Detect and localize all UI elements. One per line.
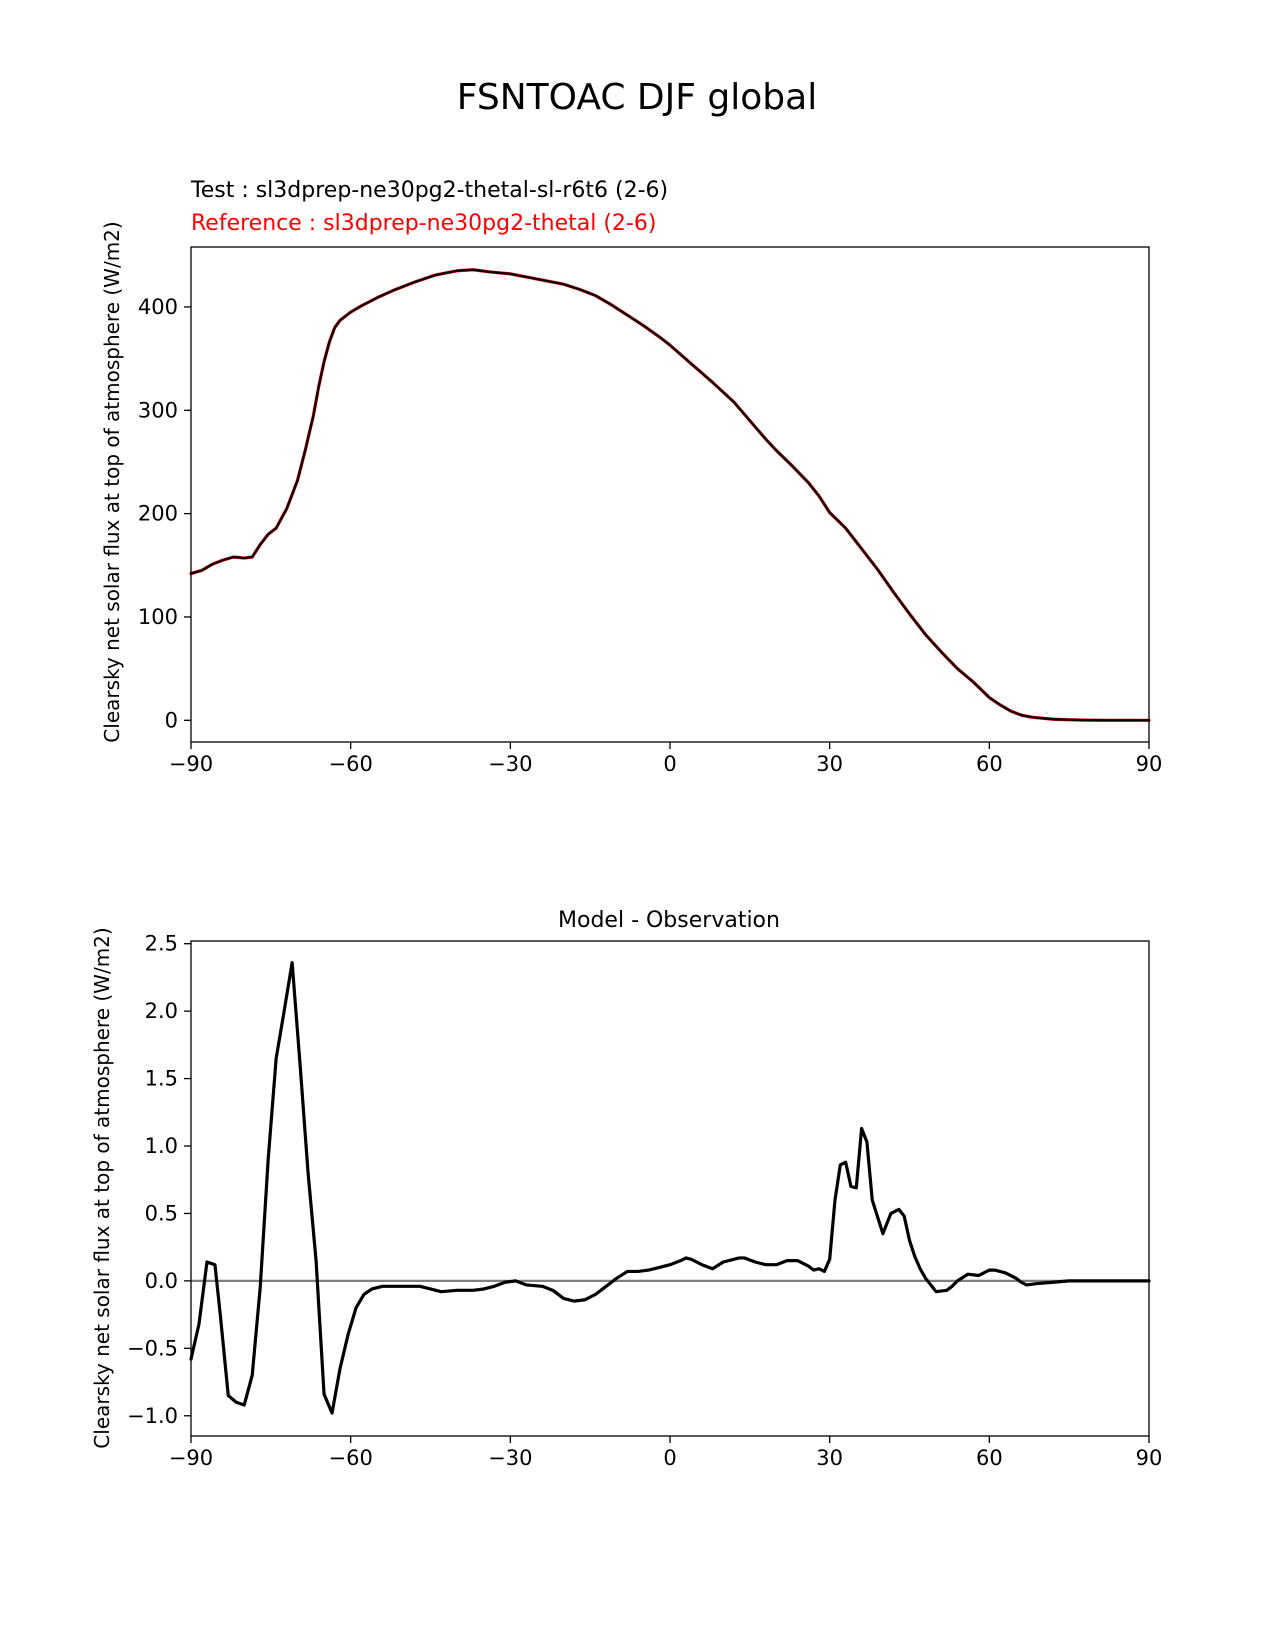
bottom-y-axis-label: Clearsky net solar flux at top of atmosp… xyxy=(90,927,114,1448)
x-tick-label: −60 xyxy=(329,752,373,776)
x-tick-label: 0 xyxy=(663,1446,676,1470)
x-tick-label: −30 xyxy=(488,752,532,776)
x-tick-label: 30 xyxy=(816,752,843,776)
figure-title: FSNTOAC DJF global xyxy=(457,77,817,118)
test-label: Test : sl3dprep-ne30pg2-thetal-sl-r6t6 (… xyxy=(190,178,668,203)
x-tick-label: 30 xyxy=(816,1446,843,1470)
x-tick-label: −60 xyxy=(329,1446,373,1470)
x-tick-label: −90 xyxy=(169,1446,213,1470)
y-tick-label: 2.5 xyxy=(145,932,178,956)
top-y-axis-label: Clearsky net solar flux at top of atmosp… xyxy=(100,221,124,742)
y-tick-label: −1.0 xyxy=(127,1404,178,1428)
bottom-plot-frame xyxy=(190,940,1150,1437)
y-tick-label: 1.0 xyxy=(145,1134,178,1158)
y-tick-label: 2.0 xyxy=(145,999,178,1023)
x-tick-label: 60 xyxy=(976,1446,1003,1470)
bottom-y-ticks: −1.0 −0.5 0.0 0.5 1.0 1.5 2.0 2.5 xyxy=(127,932,191,1428)
difference-series-line xyxy=(189,960,1151,1415)
x-tick-label: 90 xyxy=(1136,1446,1163,1470)
y-tick-label: 200 xyxy=(138,502,178,526)
x-tick-label: 60 xyxy=(976,752,1003,776)
top-panel: Test : sl3dprep-ne30pg2-thetal-sl-r6t6 (… xyxy=(100,178,1162,776)
top-y-ticks: 0 100 200 300 400 xyxy=(138,295,191,732)
y-tick-label: 0.0 xyxy=(145,1269,178,1293)
top-x-ticks: −90 −60 −30 0 30 60 90 xyxy=(169,742,1163,776)
top-plot-lines xyxy=(189,268,1151,722)
reference-label: Reference : sl3dprep-ne30pg2-thetal (2-6… xyxy=(191,211,656,236)
x-tick-label: 90 xyxy=(1136,752,1163,776)
y-tick-label: −0.5 xyxy=(127,1336,178,1360)
test-series-line xyxy=(189,268,1151,722)
bottom-x-ticks: −90 −60 −30 0 30 60 90 xyxy=(169,1436,1163,1470)
bottom-plot-lines xyxy=(189,960,1151,1415)
bottom-panel: Model - Observation Clearsky net solar f… xyxy=(90,908,1162,1470)
y-tick-label: 0 xyxy=(165,708,178,732)
reference-series-line xyxy=(189,268,1151,722)
x-tick-label: −30 xyxy=(488,1446,532,1470)
x-tick-label: 0 xyxy=(663,752,676,776)
y-tick-label: 0.5 xyxy=(145,1201,178,1225)
y-tick-label: 1.5 xyxy=(145,1067,178,1091)
y-tick-label: 100 xyxy=(138,605,178,629)
y-tick-label: 400 xyxy=(138,295,178,319)
x-tick-label: −90 xyxy=(169,752,213,776)
y-tick-label: 300 xyxy=(138,398,178,422)
top-plot-frame xyxy=(190,246,1150,743)
bottom-panel-title: Model - Observation xyxy=(558,908,780,933)
